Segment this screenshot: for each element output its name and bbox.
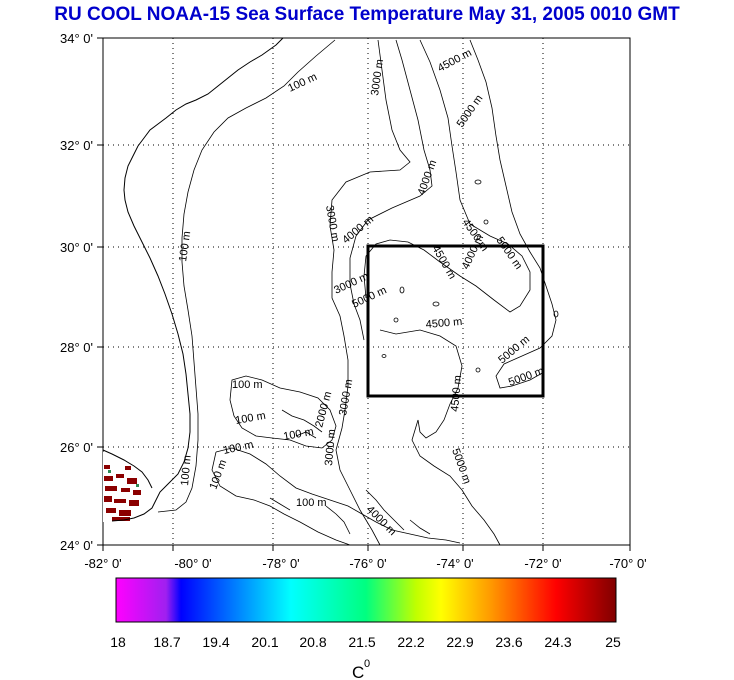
seamount-outlines [381, 179, 559, 373]
contour-label-100m: 100 m [179, 455, 194, 487]
colorbar-label: 21.5 [348, 634, 375, 650]
lon-label-72: -72° 0' [524, 556, 561, 571]
colorbar-label: 25 [605, 634, 621, 650]
isobath-4000m [349, 39, 433, 341]
contour-label-3000m: 3000 m [323, 429, 338, 467]
contour-label-4000m: 4000 m [364, 504, 398, 538]
contour-labels: 100 m 100 m 100 m 100 m 100 m 100 m 100 … [177, 47, 545, 538]
coastline-southeast-us [111, 37, 284, 522]
colorbar-label: 18 [110, 634, 126, 650]
sst-data-patch [103, 452, 145, 522]
colorbar: 18 18.7 19.4 20.1 20.8 21.5 22.2 22.9 23… [110, 577, 621, 680]
lon-label-78: -78° 0' [262, 556, 299, 571]
isobath-5000m-north [469, 39, 557, 389]
contour-label-5000m: 5000 m [455, 93, 486, 130]
colorbar-label: 22.9 [446, 634, 473, 650]
lon-label-82: -82° 0' [84, 556, 121, 571]
colorbar-label: 18.7 [153, 634, 180, 650]
contour-label-100m: 100 m [282, 426, 314, 443]
contour-label-4500m: 4500 m [449, 375, 464, 413]
isobath-3000m [329, 39, 411, 546]
lat-label-34: 34° 0' [60, 31, 93, 46]
contour-label-3000m: 3000 m [323, 204, 341, 242]
lon-label-70: -70° 0' [609, 556, 646, 571]
lon-label-80: -80° 0' [174, 556, 211, 571]
contour-label-4000m: 4000 m [416, 158, 440, 197]
map-frame [102, 37, 631, 546]
lon-label-74: -74° 0' [436, 556, 473, 571]
colorbar-label: 20.8 [299, 634, 326, 650]
lon-label-76: -76° 0' [349, 556, 386, 571]
isobath-4500m-south [379, 329, 463, 439]
contour-label-100m: 100 m [234, 410, 266, 427]
colorbar-gradient [115, 577, 617, 623]
isobath-4500m-north [363, 39, 531, 313]
colorbar-label: 20.1 [251, 634, 278, 650]
axis-ticks [97, 37, 631, 551]
contour-label-3000m: 3000 m [337, 378, 355, 416]
contour-label-100m: 100 m [208, 458, 230, 491]
map-title: RU COOL NOAA-15 Sea Surface Temperature … [54, 4, 680, 25]
colorbar-label: 22.2 [397, 634, 424, 650]
isobath-100m-shelf [157, 39, 336, 513]
contour-label-4000m: 4000 m [340, 214, 376, 247]
region-of-interest-box [366, 244, 545, 398]
contour-label-3000m: 3000 m [369, 58, 386, 96]
latitude-labels: 34° 0' 32° 0' 30° 0' 28° 0' 26° 0' 24° 0… [60, 31, 93, 553]
colorbar-unit-superscript: 0 [364, 658, 370, 670]
colorbar-label: 24.3 [544, 634, 571, 650]
contour-label-4500m: 4500 m [436, 47, 474, 75]
lat-label-32: 32° 0' [60, 138, 93, 153]
colorbar-label: 23.6 [495, 634, 522, 650]
lat-label-26: 26° 0' [60, 440, 93, 455]
longitude-labels: -82° 0' -80° 0' -78° 0' -76° 0' -74° 0' … [84, 556, 646, 571]
colorbar-label: 19.4 [202, 634, 229, 650]
bahamas-great-bank [211, 447, 461, 546]
contour-label-100m: 100 m [177, 230, 193, 262]
bahamas-islands [269, 409, 431, 535]
contour-label-100m: 100 m [232, 379, 263, 391]
contour-label-4500m: 4500 m [429, 244, 458, 282]
contour-label-5000m: 5000 m [507, 365, 546, 389]
contour-label-5000m: 5000 m [494, 235, 525, 272]
coastline-florida-west [102, 449, 153, 489]
colorbar-unit: C [352, 663, 364, 680]
contour-label-4500m: 4500 m [425, 316, 463, 331]
contour-label-100m: 100 m [296, 497, 327, 509]
lat-label-24: 24° 0' [60, 538, 93, 553]
contour-label-100m: 100 m [286, 71, 319, 95]
isobath-5000m-south [411, 419, 501, 546]
contour-label-5000m: 5000 m [496, 334, 532, 367]
lat-label-30: 30° 0' [60, 240, 93, 255]
bahamas-bank-outline [229, 375, 337, 449]
lat-label-28: 28° 0' [60, 340, 93, 355]
contour-label-2000m: 2000 m [313, 390, 334, 429]
